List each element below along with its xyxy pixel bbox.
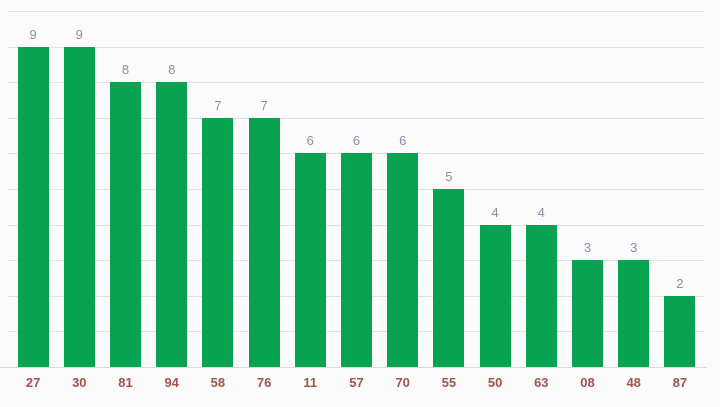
x-axis-label: 58 [210,375,226,390]
bar[interactable] [572,260,603,367]
x-axis-label: 30 [72,375,87,390]
bar-value-label: 8 [121,62,130,78]
bar-value-label: 8 [168,62,176,78]
x-axis-label: 70 [395,375,410,390]
x-axis-label: 55 [441,375,457,390]
x-axis-label: 63 [534,375,549,390]
x-axis-label: 94 [164,375,179,390]
bar-value-label: 2 [676,275,684,291]
bar[interactable] [525,224,557,367]
bar[interactable] [17,46,49,367]
bar-value-label: 7 [214,97,222,113]
x-axis-label: 50 [487,375,503,390]
bar-value-label: 3 [630,240,638,256]
bar[interactable] [664,295,696,367]
bar[interactable] [618,260,650,367]
bar[interactable] [294,153,326,367]
x-axis-line [0,367,707,368]
bar[interactable] [433,189,465,367]
bar-value-label: 6 [306,133,314,149]
bar-value-label: 5 [445,169,453,184]
bar[interactable] [156,82,188,367]
bar-value-label: 6 [352,133,361,149]
bar-value-label: 4 [537,204,545,220]
bar[interactable] [63,46,95,367]
gridline [8,46,704,48]
x-axis-label: 48 [626,375,641,390]
x-axis-label: 87 [672,375,688,390]
x-axis-label: 76 [256,375,272,390]
bar[interactable] [248,117,280,367]
bar-value-label: 3 [583,240,592,256]
x-axis-label: 11 [303,375,318,390]
x-axis-label: 57 [349,375,364,390]
bar[interactable] [110,82,141,367]
x-axis-label: 27 [25,375,41,390]
bar-value-label: 7 [260,97,268,113]
bar-value-label: 9 [29,26,37,42]
gridline [8,82,704,84]
bar-value-label: 9 [75,26,83,42]
gridline [8,117,704,119]
bar-value-label: 6 [399,133,407,149]
bar-value-label: 4 [491,204,499,220]
bar[interactable] [387,153,419,367]
bar[interactable] [479,224,511,367]
x-axis-label: 08 [580,375,595,390]
bar[interactable] [202,117,234,367]
gridline [8,11,704,12]
x-axis-label: 81 [118,375,133,390]
bar[interactable] [341,153,372,367]
